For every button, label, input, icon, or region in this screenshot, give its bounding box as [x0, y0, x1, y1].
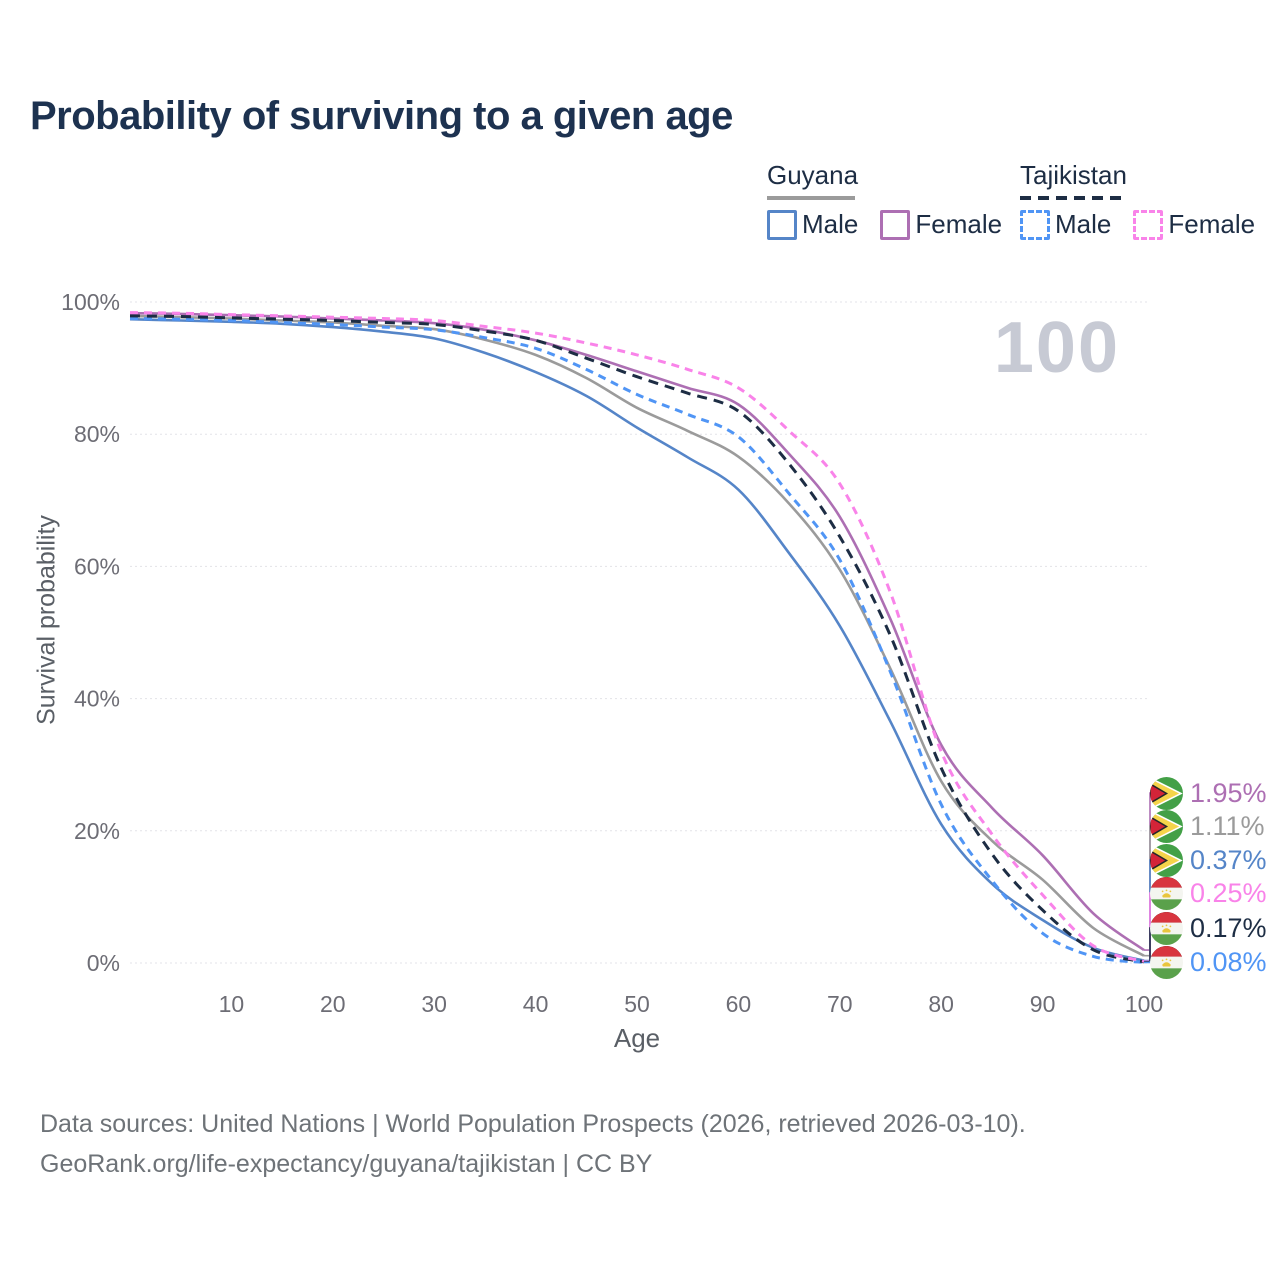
y-tick-60: 60%: [74, 553, 120, 579]
legend-label-guyana-female: Female: [915, 209, 1003, 239]
curve-guyana-female[interactable]: [129, 311, 1145, 952]
legend-items-tajikistan: Male Female: [1020, 209, 1277, 240]
legend: Guyana Male Female Tajikistan Male: [0, 160, 1280, 240]
x-tick-90: 90: [1030, 991, 1056, 1017]
curve-guyana-all[interactable]: [129, 314, 1145, 957]
legend-item-tajikistan-female[interactable]: Female: [1133, 209, 1255, 240]
survival-chart[interactable]: 0% 20% 40% 60% 80% 100% 10 20 30 40 50 60 70 80 90 100 A…: [0, 260, 1280, 1080]
x-tick-40: 40: [523, 991, 549, 1017]
end-label-tajikistan-all: 0.17%: [1150, 911, 1267, 945]
x-tick-20: 20: [320, 991, 346, 1017]
guyana-flag-icon: [1150, 776, 1183, 810]
x-tick-30: 30: [421, 991, 447, 1017]
end-label-guyana-male: 0.37%: [1150, 843, 1267, 877]
legend-underline-guyana: [767, 196, 855, 200]
y-tick-40: 40%: [74, 686, 120, 712]
tajikistan-flag-icon: [1150, 876, 1183, 910]
hovered-age-watermark: 100: [994, 308, 1120, 388]
legend-underline-tajikistan: [1020, 196, 1128, 200]
legend-group-guyana: Guyana Male Female: [767, 160, 1024, 240]
y-tick-100: 100%: [61, 289, 120, 315]
legend-items-guyana: Male Female: [767, 209, 1024, 240]
guyana-flag-icon: [1150, 843, 1183, 877]
curve-guyana-male[interactable]: [129, 317, 1145, 962]
legend-country-tajikistan: Tajikistan: [1020, 160, 1127, 190]
legend-country-guyana: Guyana: [767, 160, 859, 190]
end-value-tajikistan-female: 0.25%: [1190, 877, 1267, 908]
legend-label-guyana-male: Male: [802, 209, 859, 239]
legend-label-tajikistan-male: Male: [1055, 209, 1112, 239]
tajikistan-flag-icon: [1150, 945, 1183, 979]
y-tick-0: 0%: [87, 950, 120, 976]
footer-link: GeoRank.org/life-expectancy/guyana/tajik…: [40, 1150, 653, 1178]
end-label-tajikistan-male: 0.08%: [1150, 945, 1267, 979]
legend-swatch-tajikistan-male[interactable]: [1020, 209, 1050, 240]
curve-tajikistan-female[interactable]: [129, 311, 1145, 963]
x-tick-60: 60: [726, 991, 752, 1017]
curve-tajikistan-all[interactable]: [129, 314, 1145, 964]
end-label-guyana-female: 1.95%: [1150, 776, 1267, 810]
y-tick-80: 80%: [74, 421, 120, 447]
chart-title: Probability of surviving to a given age: [30, 94, 733, 138]
x-tick-10: 10: [219, 991, 245, 1017]
legend-item-guyana-male[interactable]: Male: [767, 209, 858, 240]
footer: Data sources: United Nations | World Pop…: [40, 1104, 1026, 1184]
end-value-tajikistan-all: 0.17%: [1190, 912, 1267, 943]
tajikistan-flag-icon: [1150, 911, 1183, 945]
x-tick-80: 80: [928, 991, 954, 1017]
x-tick-100: 100: [1125, 991, 1163, 1017]
legend-group-tajikistan: Tajikistan Male Female: [1020, 160, 1277, 240]
end-value-guyana-male: 0.37%: [1190, 844, 1267, 875]
footer-sources: Data sources: United Nations | World Pop…: [40, 1110, 1026, 1138]
end-label-guyana-all: 1.11%: [1150, 809, 1265, 843]
x-tick-50: 50: [624, 991, 650, 1017]
end-value-guyana-female: 1.95%: [1190, 777, 1267, 808]
x-tick-70: 70: [827, 991, 853, 1017]
legend-label-tajikistan-female: Female: [1168, 209, 1256, 239]
end-value-guyana-all: 1.11%: [1190, 810, 1265, 841]
end-label-tajikistan-female: 0.25%: [1150, 876, 1267, 910]
legend-item-guyana-female[interactable]: Female: [880, 209, 1002, 240]
guyana-flag-icon: [1150, 809, 1183, 843]
end-value-tajikistan-male: 0.08%: [1190, 946, 1267, 977]
y-tick-20: 20%: [74, 818, 120, 844]
x-axis-title: Age: [614, 1023, 660, 1053]
legend-item-tajikistan-male[interactable]: Male: [1020, 209, 1111, 240]
legend-swatch-tajikistan-female[interactable]: [1133, 209, 1164, 240]
legend-swatch-guyana-female[interactable]: [880, 209, 911, 240]
legend-swatch-guyana-male[interactable]: [767, 209, 797, 240]
